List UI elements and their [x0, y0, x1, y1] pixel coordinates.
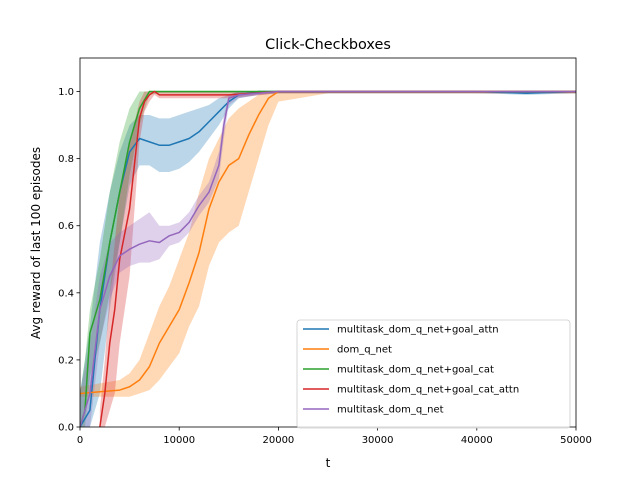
- legend-label: dom_q_net: [337, 345, 392, 356]
- legend-box: [296, 319, 571, 429]
- band-series-1: [80, 91, 576, 427]
- legend-label: multitask_dom_q_net+goal_cat_attn: [337, 385, 519, 396]
- x-tick-label: 20000: [262, 435, 294, 446]
- legend-label: multitask_dom_q_net+goal_cat: [337, 365, 494, 376]
- series-lines: [80, 90, 576, 427]
- x-tick-label: 0: [77, 435, 83, 446]
- y-axis-label: Avg reward of last 100 episodes: [29, 147, 43, 339]
- x-tick-label: 10000: [163, 435, 195, 446]
- legend: multitask_dom_q_net+goal_attn dom_q_netmu…: [296, 319, 571, 429]
- x-tick-label: 40000: [461, 435, 493, 446]
- legend-label: multitask_dom_q_net+goal_attn: [337, 325, 499, 336]
- confidence-bands: [80, 91, 576, 427]
- chart-title: Click-Checkboxes: [265, 37, 391, 53]
- x-tick-label: 50000: [560, 435, 592, 446]
- y-tick-label: 0.4: [58, 288, 74, 299]
- y-tick-label: 1.0: [58, 87, 74, 98]
- y-tick-label: 0.0: [58, 423, 74, 434]
- x-axis-label: t: [326, 456, 331, 470]
- y-tick-label: 0.2: [58, 355, 74, 366]
- band-series-3: [80, 91, 576, 427]
- line-series-5: [80, 90, 576, 427]
- y-tick-label: 0.6: [58, 221, 74, 232]
- legend-label: multitask_dom_q_net: [337, 405, 444, 416]
- y-tick-label: 0.8: [58, 154, 74, 165]
- x-tick-label: 30000: [362, 435, 394, 446]
